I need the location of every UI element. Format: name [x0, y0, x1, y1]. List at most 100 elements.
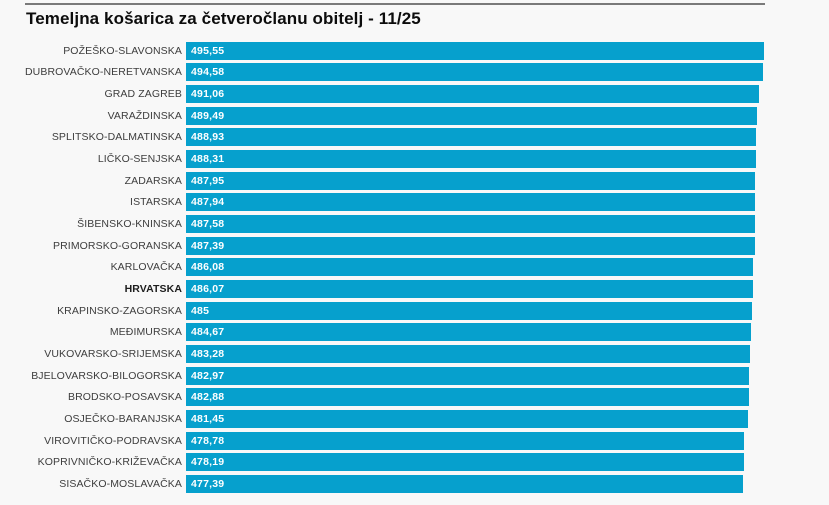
bar-track: 487,95 — [186, 171, 829, 190]
value-label: 482,88 — [191, 391, 225, 404]
chart-row: HRVATSKA 486,07 — [0, 278, 829, 300]
category-label: SISAČKO-MOSLAVAČKA — [59, 477, 182, 490]
chart-row: SISAČKO-MOSLAVAČKA 477,39 — [0, 473, 829, 495]
chart-row: LIČKO-SENJSKA 488,31 — [0, 148, 829, 170]
bar-track: 481,45 — [186, 409, 829, 428]
bar: 481,45 — [186, 409, 748, 428]
bar: 487,39 — [186, 236, 755, 255]
category-label: SPLITSKO-DALMATINSKA — [51, 131, 182, 144]
category-label: VUKOVARSKO-SRIJEMSKA — [44, 348, 182, 361]
category-label: DUBROVAČKO-NERETVANSKA — [24, 66, 182, 79]
bar-track: 487,39 — [186, 236, 829, 255]
bar: 488,31 — [186, 150, 756, 169]
category-label: KRAPINSKO-ZAGORSKA — [57, 304, 182, 317]
bar-track: 495,55 — [186, 41, 829, 60]
bar: 478,78 — [186, 431, 745, 450]
value-label: 482,97 — [191, 369, 225, 382]
chart-row: KARLOVAČKA 486,08 — [0, 257, 829, 279]
top-rule-divider — [25, 3, 765, 5]
value-label: 487,94 — [191, 196, 225, 209]
category-label: GRAD ZAGREB — [104, 88, 182, 101]
bar: 484,67 — [186, 323, 752, 342]
chart-row: KRAPINSKO-ZAGORSKA 485 — [0, 300, 829, 322]
bar-track: 487,58 — [186, 215, 829, 234]
bar: 489,49 — [186, 106, 757, 125]
chart-row: SPLITSKO-DALMATINSKA 488,93 — [0, 127, 829, 149]
category-label: LIČKO-SENJSKA — [97, 153, 182, 166]
bar: 485 — [186, 301, 752, 320]
value-label: 485 — [191, 304, 210, 317]
category-label: BJELOVARSKO-BILOGORSKA — [31, 369, 182, 382]
chart-row: VUKOVARSKO-SRIJEMSKA 483,28 — [0, 343, 829, 365]
chart-row: ZADARSKA 487,95 — [0, 170, 829, 192]
bar-track: 482,97 — [186, 366, 829, 385]
bar-track: 478,19 — [186, 453, 829, 472]
chart-row: BJELOVARSKO-BILOGORSKA 482,97 — [0, 365, 829, 387]
category-label: VARAŽDINSKA — [107, 109, 182, 122]
bar: 482,88 — [186, 388, 750, 407]
value-label: 488,31 — [191, 153, 225, 166]
category-label: HRVATSKA — [124, 283, 182, 296]
category-label: POŽEŠKO-SLAVONSKA — [63, 44, 182, 57]
category-label: ISTARSKA — [130, 196, 182, 209]
bar: 478,19 — [186, 453, 744, 472]
category-label: OSJEČKO-BARANJSKA — [64, 412, 182, 425]
bar-track: 477,39 — [186, 474, 829, 493]
bar: 494,58 — [186, 63, 763, 82]
value-label: 478,19 — [191, 456, 225, 469]
bar-track: 487,94 — [186, 193, 829, 212]
bar-track: 484,67 — [186, 323, 829, 342]
category-label: KARLOVAČKA — [110, 261, 182, 274]
bar-track: 486,08 — [186, 258, 829, 277]
chart-row: VIROVITIČKO-PODRAVSKA 478,78 — [0, 430, 829, 452]
chart-row: PRIMORSKO-GORANSKA 487,39 — [0, 235, 829, 257]
chart-row: VARAŽDINSKA 489,49 — [0, 105, 829, 127]
value-label: 488,93 — [191, 131, 225, 144]
bar: 487,58 — [186, 215, 755, 234]
chart-row: ŠIBENSKO-KNINSKA 487,58 — [0, 213, 829, 235]
value-label: 494,58 — [191, 66, 225, 79]
bar-track: 486,07 — [186, 280, 829, 299]
value-label: 486,07 — [191, 283, 225, 296]
value-label: 495,55 — [191, 44, 225, 57]
chart-row: OSJEČKO-BARANJSKA 481,45 — [0, 408, 829, 430]
bar: 488,93 — [186, 128, 757, 147]
bar: 483,28 — [186, 345, 750, 364]
value-label: 486,08 — [191, 261, 225, 274]
bar-chart-rows: POŽEŠKO-SLAVONSKA 495,55 DUBROVAČKO-NERETV… — [0, 40, 829, 495]
category-label: ZADARSKA — [124, 174, 182, 187]
chart-row: ISTARSKA 487,94 — [0, 192, 829, 214]
bar: 477,39 — [186, 474, 743, 493]
category-label: KOPRIVNIČKO-KRIŽEVAČKA — [37, 456, 182, 469]
bar-track: 488,93 — [186, 128, 829, 147]
value-label: 487,58 — [191, 218, 225, 231]
chart-row: KOPRIVNIČKO-KRIŽEVAČKA 478,19 — [0, 451, 829, 473]
chart-row: MEĐIMURSKA 484,67 — [0, 322, 829, 344]
chart-title: Temeljna košarica za četveročlanu obitel… — [26, 9, 421, 28]
category-label: PRIMORSKO-GORANSKA — [53, 239, 182, 252]
category-label: MEĐIMURSKA — [109, 326, 182, 339]
value-label: 487,39 — [191, 239, 225, 252]
chart-row: BRODSKO-POSAVSKA 482,88 — [0, 387, 829, 409]
value-label: 489,49 — [191, 109, 225, 122]
chart-row: GRAD ZAGREB 491,06 — [0, 83, 829, 105]
value-label: 483,28 — [191, 348, 225, 361]
bar: 487,94 — [186, 193, 756, 212]
bar: 487,95 — [186, 171, 756, 190]
category-label: BRODSKO-POSAVSKA — [67, 391, 182, 404]
bar-track: 478,78 — [186, 431, 829, 450]
chart-row: POŽEŠKO-SLAVONSKA 495,55 — [0, 40, 829, 62]
bar-track: 485 — [186, 301, 829, 320]
bar-track: 489,49 — [186, 106, 829, 125]
value-label: 491,06 — [191, 88, 225, 101]
bar: 486,08 — [186, 258, 753, 277]
bar-track: 494,58 — [186, 63, 829, 82]
value-label: 484,67 — [191, 326, 225, 339]
bar-track: 491,06 — [186, 85, 829, 104]
value-label: 477,39 — [191, 477, 225, 490]
value-label: 478,78 — [191, 434, 225, 447]
bar-track: 488,31 — [186, 150, 829, 169]
value-label: 487,95 — [191, 174, 225, 187]
category-label: ŠIBENSKO-KNINSKA — [77, 218, 182, 231]
